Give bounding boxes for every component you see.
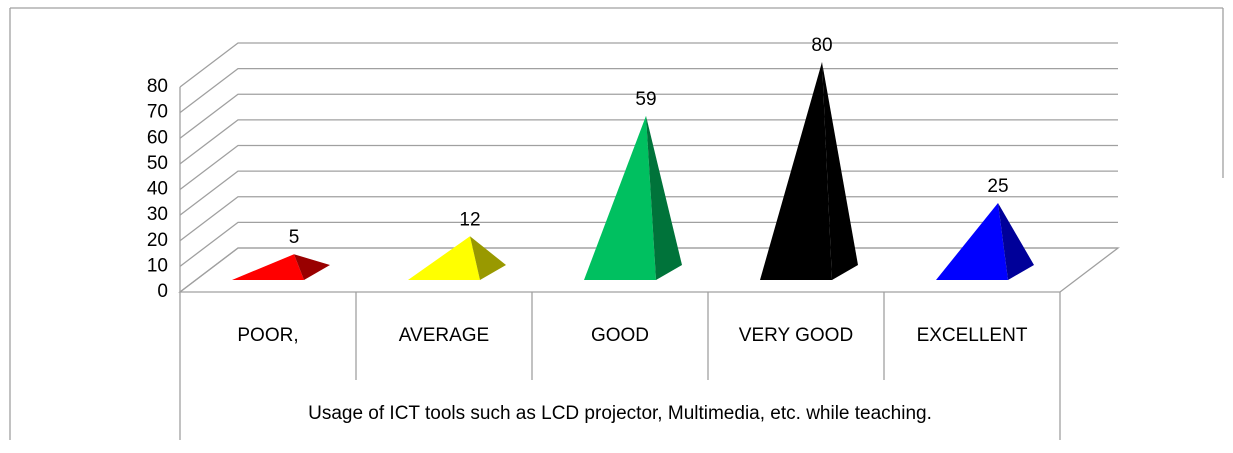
x-tick-label: POOR, [237, 325, 298, 346]
value-label: 25 [987, 176, 1008, 197]
pyramid [232, 254, 330, 280]
x-tick-label: AVERAGE [399, 325, 489, 346]
x-tick-label: EXCELLENT [917, 325, 1028, 346]
y-tick-label: 0 [157, 281, 168, 302]
pyramid [760, 62, 858, 280]
grid-line [179, 67, 1118, 114]
value-label: 59 [635, 89, 656, 110]
pyramid-front [760, 62, 832, 280]
pyramid-side [294, 254, 330, 280]
x-tick-label: GOOD [591, 325, 649, 346]
x-axis-title: Usage of ICT tools such as LCD projector… [308, 403, 932, 424]
y-tick-label: 50 [147, 153, 168, 174]
grid-line [179, 42, 1118, 88]
y-tick-label: 20 [147, 230, 168, 251]
y-tick-label: 30 [147, 204, 168, 225]
pyramid-side [998, 202, 1034, 280]
pyramid-front [936, 202, 1008, 280]
pyramid-side [470, 236, 506, 280]
x-tick-label: VERY GOOD [739, 325, 853, 346]
pyramid-front [232, 254, 304, 280]
y-tick-label: 10 [147, 255, 168, 276]
y-tick-label: 70 [147, 102, 168, 123]
pyramid-side [822, 62, 858, 280]
y-tick-label: 80 [147, 76, 168, 97]
value-label: 5 [289, 227, 300, 248]
y-tick-label: 60 [147, 127, 168, 148]
pyramid-front [584, 115, 656, 280]
pyramid [408, 236, 506, 280]
y-tick-label: 40 [147, 179, 168, 200]
pyramid-front [408, 236, 480, 280]
pyramid-side [646, 115, 682, 280]
pyramid [936, 202, 1034, 280]
value-label: 80 [811, 35, 832, 56]
value-label: 12 [459, 209, 480, 230]
pyramid [584, 115, 682, 280]
frame [9, 7, 1224, 440]
